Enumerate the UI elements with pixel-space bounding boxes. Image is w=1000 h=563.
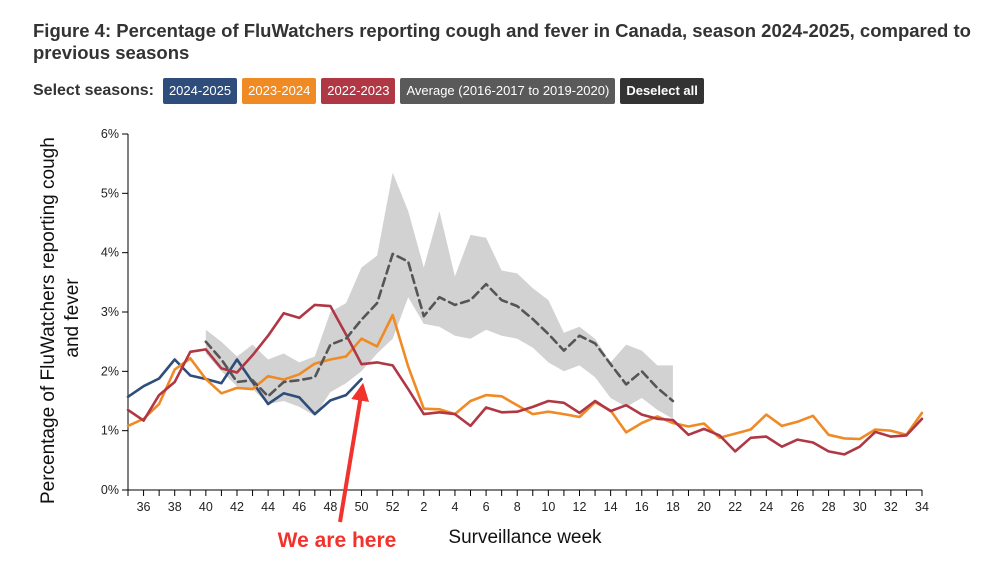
x-tick-label: 28 — [822, 500, 836, 514]
axes: 36 38 40 42 44 46 48 50 52 2 4 6 8 10 12 14 16 18 20 22 24 26… — [101, 127, 929, 514]
x-tick-label: 24 — [759, 500, 773, 514]
x-tick-label: 4 — [451, 500, 458, 514]
y-tick-label: 1% — [101, 424, 119, 438]
y-axis-title: Percentage of FluWatchers reporting coug… — [38, 132, 83, 504]
x-tick-label: 16 — [635, 500, 649, 514]
x-tick-label: 42 — [230, 500, 244, 514]
x-tick-label: 34 — [915, 500, 929, 514]
y-tick-label: 2% — [101, 364, 119, 378]
annotation: We are here — [278, 382, 397, 552]
series-line-2024-2025 — [126, 358, 363, 416]
y-axis-title-line-1: Percentage of FluWatchers reporting coug… — [38, 137, 59, 504]
season-button-2023-2024[interactable]: 2023-2024 — [242, 78, 317, 104]
y-tick-label: 0% — [101, 483, 119, 497]
average-range-band — [205, 172, 673, 419]
x-tick-label: 2 — [420, 500, 427, 514]
figure-title: Figure 4: Percentage of FluWatchers repo… — [33, 20, 971, 63]
deselect-all-button[interactable]: Deselect all — [620, 78, 704, 104]
x-tick-label: 52 — [386, 500, 400, 514]
x-tick-label: 46 — [292, 500, 306, 514]
x-tick-label: 6 — [483, 500, 490, 514]
x-tick-label: 10 — [541, 500, 555, 514]
x-tick-label: 18 — [666, 500, 680, 514]
season-button-2024-2025[interactable]: 2024-2025 — [162, 78, 238, 104]
x-axis-title: Surveillance week — [448, 527, 602, 548]
x-tick-label: 44 — [261, 500, 275, 514]
x-tick-label: 8 — [514, 500, 521, 514]
annotation-text: We are here — [278, 529, 397, 552]
x-tick-label: 50 — [355, 500, 369, 514]
y-tick-label: 3% — [101, 305, 119, 319]
x-tick-label: 36 — [137, 500, 151, 514]
series-line-average-2016-2017-to-2019-2020 — [204, 252, 675, 403]
season-button-average[interactable]: Average (2016-2017 to 2019-2020) — [400, 78, 616, 104]
x-tick-label: 12 — [573, 500, 587, 514]
x-tick-label: 38 — [168, 500, 182, 514]
axis-labels: Percentage of FluWatchers reporting coug… — [38, 132, 602, 548]
x-tick-label: 14 — [604, 500, 618, 514]
series-lines — [126, 252, 924, 456]
y-axis-title-line-2: and fever — [62, 278, 83, 358]
annotation-arrow — [338, 382, 370, 523]
x-tick-label: 32 — [884, 500, 898, 514]
season-button-2022-2023[interactable]: 2022-2023 — [321, 78, 396, 104]
y-tick-label: 5% — [101, 186, 119, 200]
x-tick-label: 48 — [323, 500, 337, 514]
x-tick-label: 20 — [697, 500, 711, 514]
x-tick-label: 22 — [728, 500, 742, 514]
season-selector: Select seasons: 2024-2025 2023-2024 2022… — [33, 77, 709, 105]
series-line-2022-2023 — [126, 303, 924, 456]
y-tick-label: 4% — [101, 246, 119, 260]
average-range-band-layer — [205, 172, 673, 419]
x-tick-label: 40 — [199, 500, 213, 514]
x-tick-label: 30 — [853, 500, 867, 514]
x-tick-label: 26 — [790, 500, 804, 514]
y-tick-label: 6% — [101, 127, 119, 141]
season-selector-label: Select seasons: — [33, 82, 154, 99]
